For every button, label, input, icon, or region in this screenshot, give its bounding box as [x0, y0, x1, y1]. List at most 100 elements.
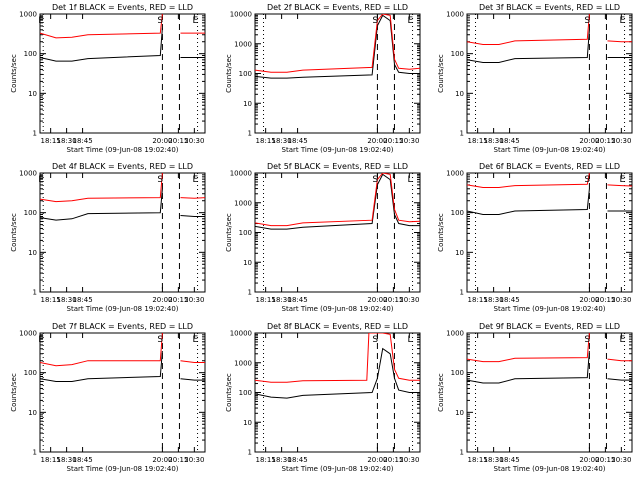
x-tick-label: 18:15 [468, 137, 488, 145]
x-tick-label: 20:00 [152, 137, 172, 145]
x-tick-label: 20:30 [399, 137, 419, 145]
series-line-events [255, 173, 420, 230]
y-tick-label: 100 [239, 229, 252, 237]
panel-title: Det 4f BLACK = Events, RED = LLD [52, 162, 193, 171]
series-line-lld [255, 14, 420, 73]
chart-panel-7: Det 7f BLACK = Events, RED = LLD 1 10 100 10… [10, 322, 206, 473]
panel-title: Det 1f BLACK = Events, RED = LLD [52, 3, 193, 12]
y-tick-label: 1000 [19, 11, 37, 19]
y-axis-title: Counts/sec [225, 373, 233, 412]
series-line-events [467, 29, 632, 63]
interval-marker-label: S [157, 175, 163, 185]
x-axis-title: Start Time (09-Jun-08 19:02:40) [67, 146, 179, 154]
y-axis-title: Counts/sec [225, 54, 233, 93]
x-axis-title: Start Time (09-Jun-08 19:02:40) [494, 465, 606, 473]
chart-panel-9: Det 9f BLACK = Events, RED = LLD 1 10 100 10… [437, 322, 633, 473]
x-tick-label: 20:00 [579, 456, 599, 464]
y-tick-label: 10 [243, 100, 252, 108]
x-tick-label: 18:30 [272, 137, 292, 145]
x-tick-label: 20:00 [152, 456, 172, 464]
plot-frame [254, 332, 421, 453]
y-tick-label: 100 [451, 209, 464, 217]
plot-frame [254, 13, 421, 134]
x-tick-label: 20:00 [367, 456, 387, 464]
x-tick-label: 20:30 [399, 456, 419, 464]
x-tick-label: 18:45 [72, 296, 92, 304]
y-tick-label: 1 [248, 130, 252, 138]
interval-marker-label: S [584, 335, 590, 345]
x-axis-title: Start Time (09-Jun-08 19:02:40) [282, 305, 394, 313]
x-tick-label: 20:15 [168, 456, 188, 464]
x-tick-label: 18:30 [484, 137, 504, 145]
x-axis-title: Start Time (09-Jun-08 19:02:40) [494, 146, 606, 154]
series-line-lld [40, 333, 205, 367]
x-tick-label: 20:15 [383, 296, 403, 304]
y-tick-label: 10 [455, 90, 464, 98]
x-tick-label: 18:15 [41, 137, 61, 145]
series-line-lld [467, 333, 632, 363]
x-tick-label: 20:00 [579, 296, 599, 304]
y-axis-title: Counts/sec [10, 54, 18, 93]
x-tick-label: 20:15 [168, 137, 188, 145]
chart-panel-3: Det 3f BLACK = Events, RED = LLD 1 10 100 10… [437, 3, 633, 154]
y-tick-label: 100 [239, 389, 252, 397]
y-axis-title: Counts/sec [437, 373, 445, 412]
plot-frame [39, 13, 206, 134]
y-tick-label: 100 [24, 209, 37, 217]
x-tick-label: 20:15 [168, 296, 188, 304]
chart-panel-5: Det 5f BLACK = Events, RED = LLD 1 10 100 10… [225, 162, 421, 313]
x-tick-label: 18:30 [484, 456, 504, 464]
y-tick-label: 10000 [230, 330, 252, 338]
x-tick-label: 20:00 [152, 296, 172, 304]
x-tick-label: 18:30 [57, 137, 77, 145]
series-line-lld [467, 173, 632, 188]
x-tick-label: 18:15 [256, 137, 276, 145]
x-axis-title: Start Time (09-Jun-08 19:02:40) [67, 465, 179, 473]
y-tick-label: 1000 [234, 199, 252, 207]
series-line-lld [467, 14, 632, 45]
y-tick-label: 1000 [234, 40, 252, 48]
x-tick-label: 18:30 [272, 296, 292, 304]
x-tick-label: 18:15 [41, 296, 61, 304]
y-tick-label: 1 [460, 130, 464, 138]
x-tick-label: 18:15 [41, 456, 61, 464]
interval-marker-label: S [157, 16, 163, 26]
x-axis-title: Start Time (09-Jun-08 19:02:40) [494, 305, 606, 313]
plot-frame [39, 332, 206, 453]
y-tick-label: 1000 [234, 359, 252, 367]
y-tick-label: 10 [455, 249, 464, 257]
x-tick-label: 18:45 [72, 137, 92, 145]
series-line-lld [40, 173, 205, 203]
x-tick-label: 18:45 [499, 456, 519, 464]
y-tick-label: 10000 [230, 11, 252, 19]
x-tick-label: 18:15 [468, 456, 488, 464]
plot-frame [39, 172, 206, 293]
series-line-events [255, 347, 420, 399]
y-tick-label: 1 [33, 289, 37, 297]
x-tick-label: 20:30 [399, 296, 419, 304]
panel-title: Det 8f BLACK = Events, RED = LLD [267, 322, 408, 331]
x-tick-label: 20:30 [184, 456, 204, 464]
y-tick-label: 1 [248, 449, 252, 457]
y-tick-label: 10 [28, 249, 37, 257]
y-tick-label: 1000 [446, 11, 464, 19]
x-tick-label: 18:30 [272, 456, 292, 464]
y-tick-label: 1000 [446, 330, 464, 338]
y-tick-label: 1000 [446, 170, 464, 178]
y-tick-label: 100 [24, 369, 37, 377]
interval-marker-label: S [372, 175, 378, 185]
y-tick-label: 1 [460, 449, 464, 457]
interval-marker-label: E [38, 16, 44, 26]
series-line-events [40, 27, 205, 62]
x-tick-label: 20:15 [383, 456, 403, 464]
y-tick-label: 10 [243, 259, 252, 267]
series-line-events [467, 351, 632, 384]
x-tick-label: 20:15 [595, 137, 615, 145]
x-tick-label: 20:15 [595, 456, 615, 464]
y-tick-label: 100 [451, 50, 464, 58]
interval-marker-label: L [408, 335, 413, 345]
interval-marker-label: S [157, 335, 163, 345]
interval-marker-label: S [372, 335, 378, 345]
interval-marker-label: E [193, 335, 199, 345]
